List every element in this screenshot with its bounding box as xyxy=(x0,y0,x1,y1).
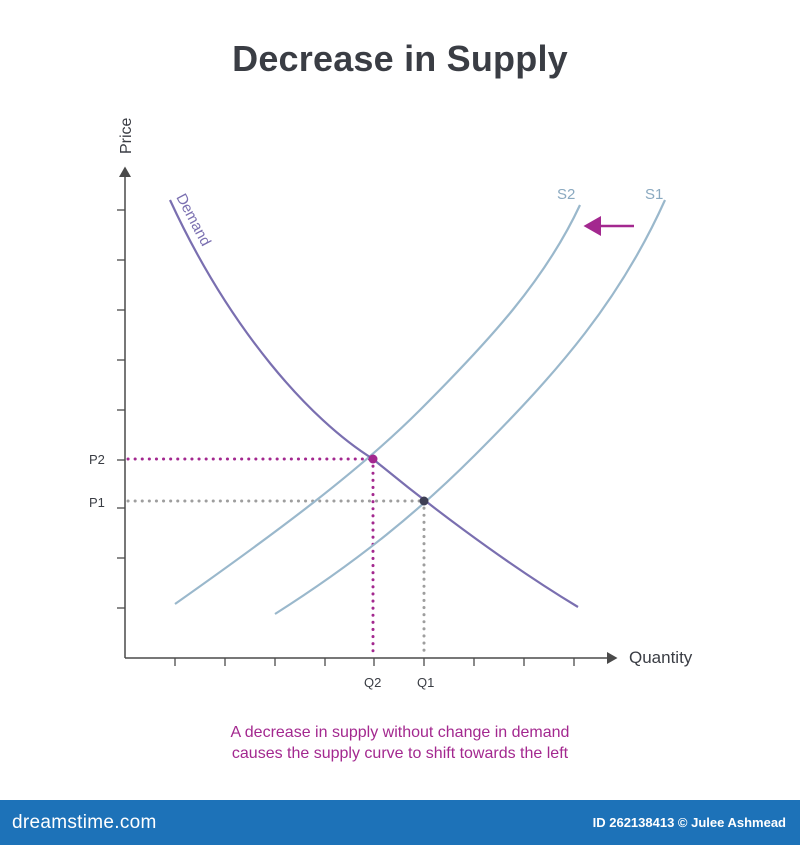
caption-line-1: A decrease in supply without change in d… xyxy=(230,724,570,741)
y-axis-label: Price xyxy=(118,117,135,154)
caption-line-2: causes the supply curve to shift towards… xyxy=(231,745,569,762)
equilibrium-point-original xyxy=(419,496,429,506)
brand-logo[interactable]: dreamstime.com xyxy=(12,812,157,833)
demand-curve xyxy=(169,199,579,608)
s2-label: S2 xyxy=(557,186,575,203)
p2-label: P2 xyxy=(89,452,105,467)
page-title: Decrease in Supply xyxy=(232,38,568,79)
p1-label: P1 xyxy=(89,495,105,510)
q2-label: Q2 xyxy=(364,675,381,690)
supply-curve-s2 xyxy=(174,204,581,605)
equilibrium-point-new xyxy=(368,454,378,464)
footer-bar: dreamstime.com ID 262138413 © Julee Ashm… xyxy=(0,800,800,845)
supply-curve-s1 xyxy=(274,199,667,615)
x-axis-label: Quantity xyxy=(629,648,693,667)
caption: A decrease in supply without change in d… xyxy=(0,722,800,764)
s1-label: S1 xyxy=(645,186,663,203)
q1-label: Q1 xyxy=(417,675,434,690)
x-axis-ticks xyxy=(174,658,575,666)
image-credit: ID 262138413 © Julee Ashmead xyxy=(592,815,786,830)
supply-demand-diagram: Price Quantity Demand S2 S1 P2 P1 Q2 Q1 xyxy=(89,117,693,690)
y-axis-ticks xyxy=(117,209,125,609)
